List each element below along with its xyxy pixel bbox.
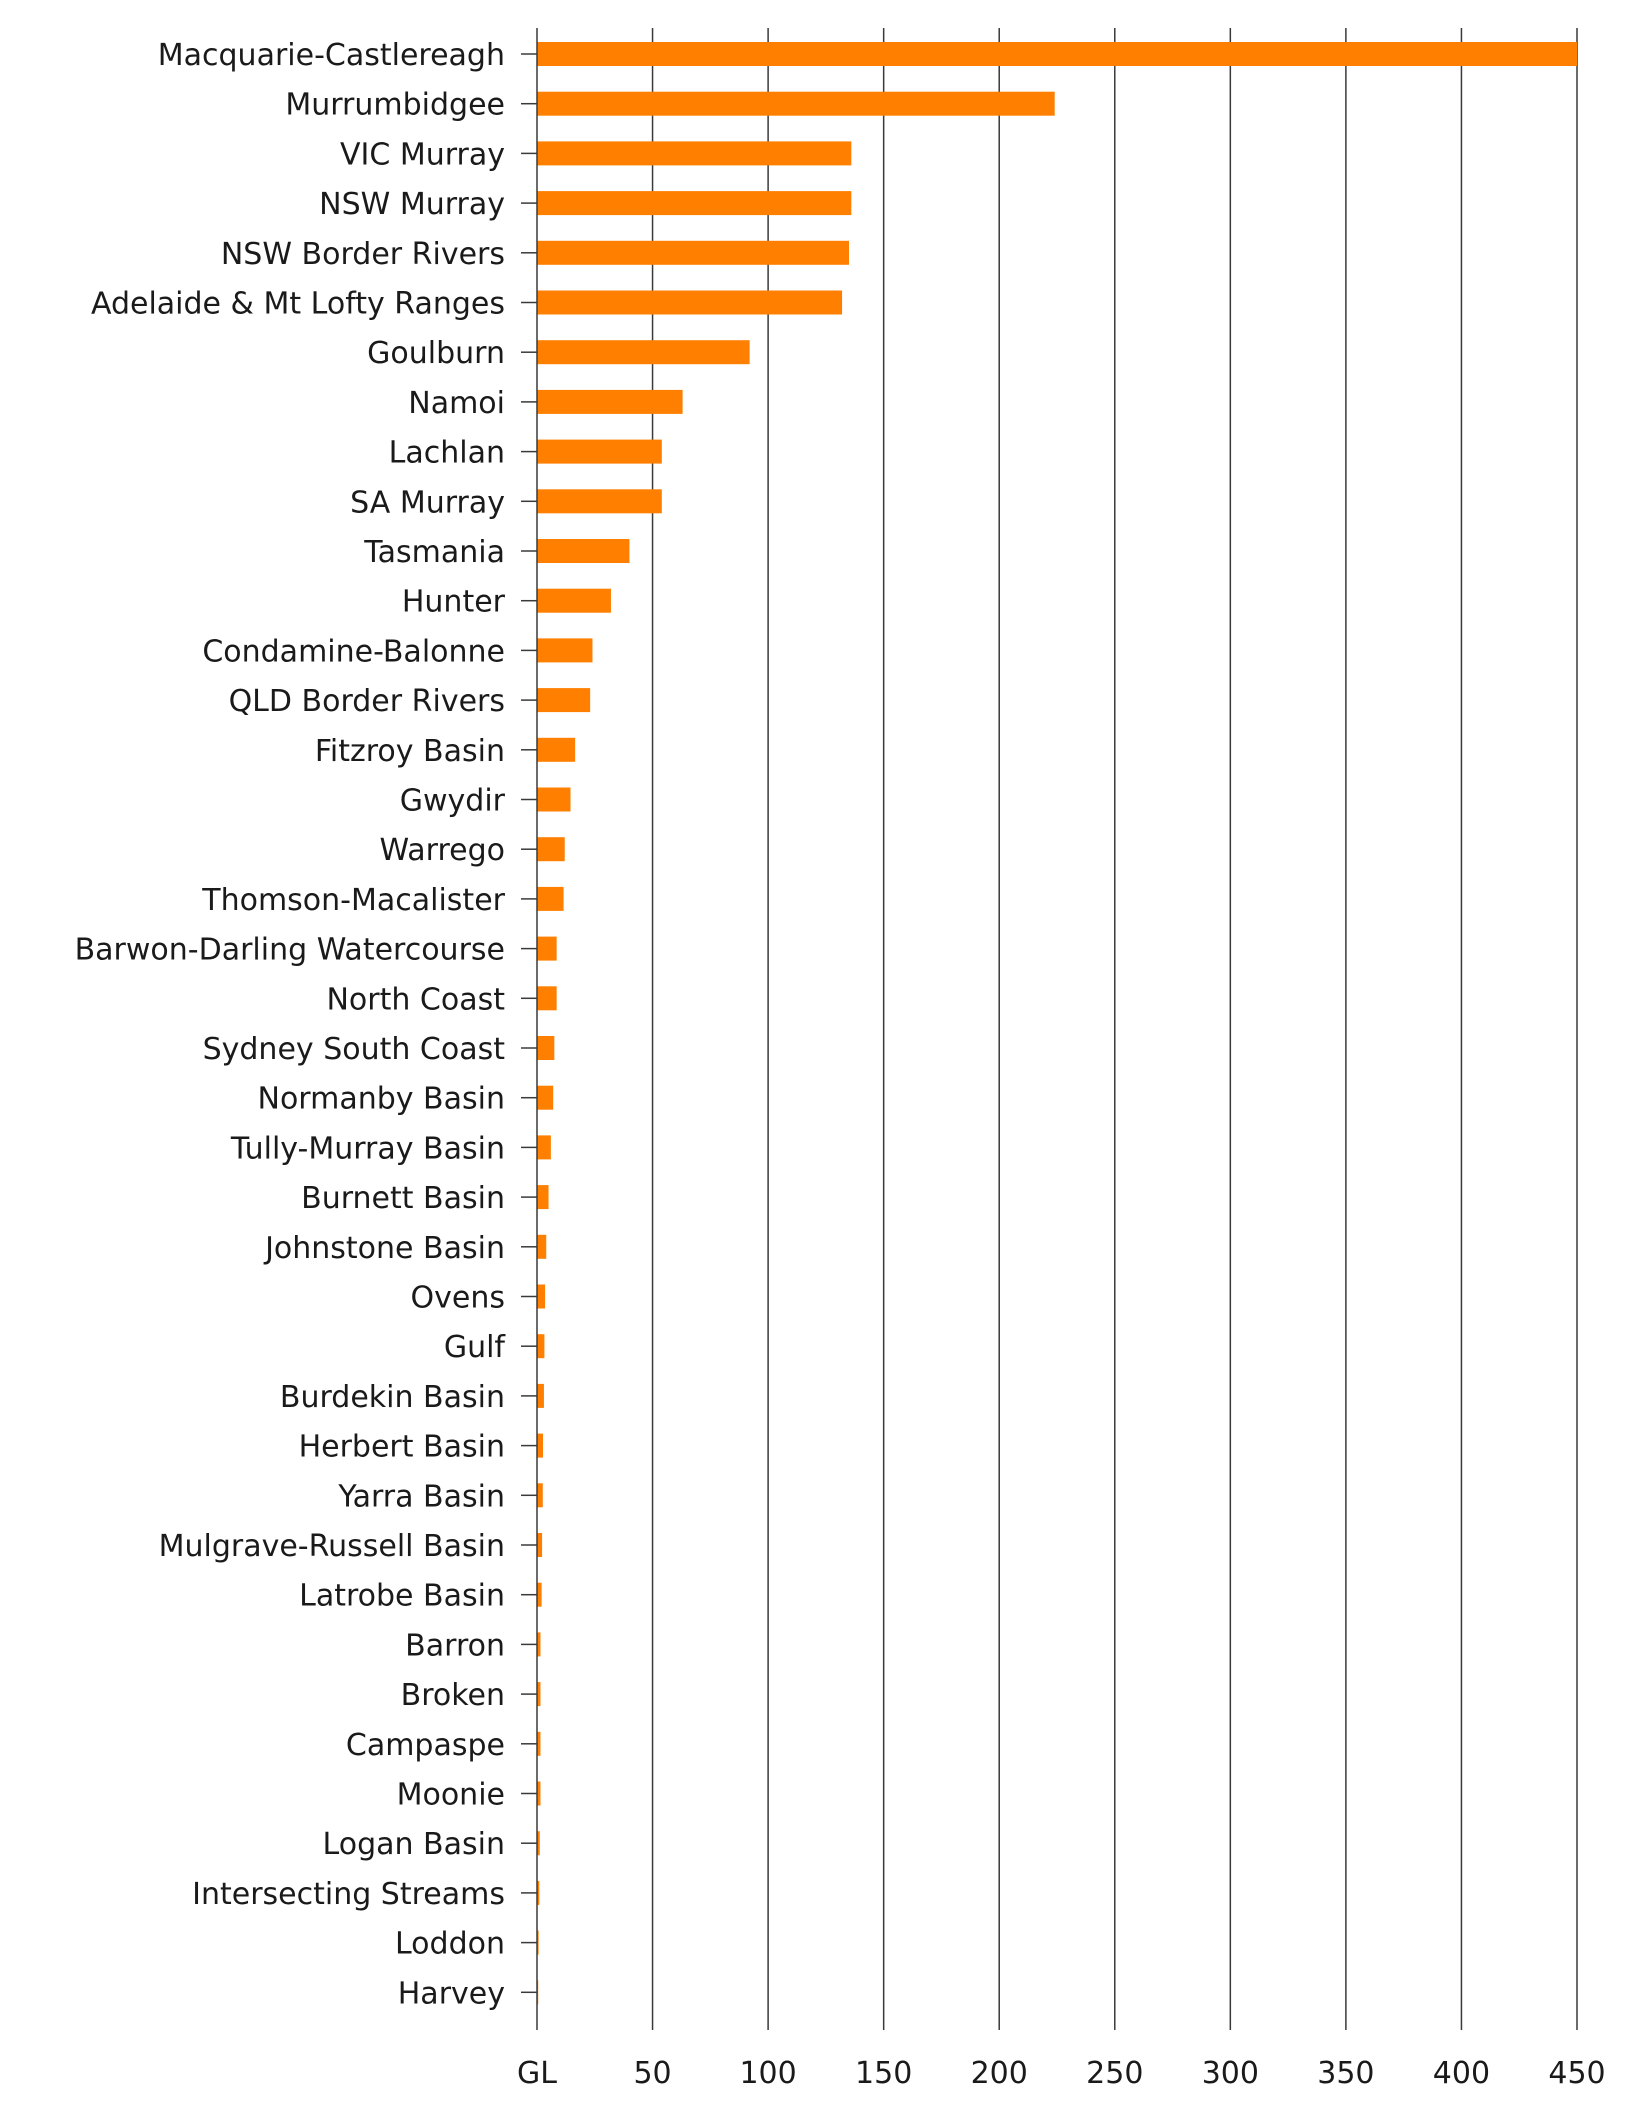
- x-tick-label-450: 450: [1548, 2056, 1605, 2091]
- category-label-gwydir: Gwydir: [400, 784, 506, 819]
- x-tick-label-150: 150: [855, 2056, 912, 2091]
- category-label-qld-border-rivers: QLD Border Rivers: [229, 684, 505, 719]
- bar-qld-border-rivers: [537, 688, 591, 713]
- bar-namoi: [537, 389, 683, 414]
- bar-moonie: [537, 1781, 541, 1806]
- bar-burdekin-basin: [537, 1383, 544, 1408]
- bar-murrumbidgee: [537, 91, 1055, 116]
- bar-ovens: [537, 1284, 546, 1309]
- bar-hunter: [537, 588, 611, 613]
- category-label-campaspe: Campaspe: [346, 1728, 505, 1763]
- bar-adelaide-mt-lofty-ranges: [537, 290, 843, 315]
- x-tick-labels: GL 50 100 150 200 250 300 350 400 450: [517, 2056, 1606, 2091]
- category-label-lachlan: Lachlan: [389, 436, 505, 471]
- bar-tully-murray-basin: [537, 1135, 551, 1160]
- category-label-tully-murray-basin: Tully-Murray Basin: [230, 1131, 505, 1166]
- category-label-sydney-south-coast: Sydney South Coast: [203, 1032, 506, 1067]
- bar-fitzroy-basin: [537, 737, 576, 762]
- category-label-herbert-basin: Herbert Basin: [299, 1430, 505, 1465]
- bar-sa-murray: [537, 489, 662, 514]
- category-label-macquarie-castlereagh: Macquarie-Castlereagh: [158, 38, 505, 73]
- bar-condamine-balonne: [537, 638, 593, 663]
- bar-normanby-basin: [537, 1085, 554, 1110]
- category-label-murrumbidgee: Murrumbidgee: [285, 88, 505, 123]
- category-label-north-coast: North Coast: [326, 982, 505, 1017]
- bar-barwon-darling-watercourse: [537, 936, 557, 961]
- category-label-goulburn: Goulburn: [367, 336, 505, 371]
- x-tick-label-300: 300: [1202, 2056, 1259, 2091]
- category-label-johnstone-basin: Johnstone Basin: [263, 1231, 505, 1266]
- bar-johnstone-basin: [537, 1234, 547, 1259]
- category-label-condamine-balonne: Condamine-Balonne: [202, 634, 505, 669]
- bar-yarra-basin: [537, 1483, 543, 1508]
- bar-sydney-south-coast: [537, 1036, 555, 1060]
- bar-burnett-basin: [537, 1185, 549, 1210]
- category-label-moonie: Moonie: [397, 1778, 505, 1813]
- bar-macquarie-castlereagh: [537, 42, 1577, 66]
- category-label-ovens: Ovens: [411, 1281, 505, 1316]
- category-label-thomson-macalister: Thomson-Macalister: [201, 883, 505, 918]
- bar-goulburn: [537, 340, 750, 365]
- bar-mulgrave-russell-basin: [537, 1533, 543, 1557]
- category-label-yarra-basin: Yarra Basin: [337, 1479, 505, 1514]
- category-label-logan-basin: Logan Basin: [323, 1827, 505, 1862]
- category-label-nsw-border-rivers: NSW Border Rivers: [221, 237, 505, 272]
- x-tick-label-250: 250: [1086, 2056, 1143, 2091]
- category-label-hunter: Hunter: [402, 585, 506, 620]
- bar-gwydir: [537, 787, 571, 812]
- category-label-barron: Barron: [405, 1628, 505, 1663]
- bar-nsw-murray: [537, 191, 852, 216]
- x-tick-label-400: 400: [1433, 2056, 1490, 2091]
- bar-thomson-macalister: [537, 886, 564, 911]
- category-labels: Macquarie-Castlereagh Murrumbidgee VIC Mur…: [75, 38, 507, 2011]
- category-label-adelaide-mt-lofty-ranges: Adelaide & Mt Lofty Ranges: [91, 287, 505, 322]
- gridlines: [651, 28, 1578, 2030]
- bar-herbert-basin: [537, 1433, 544, 1458]
- category-label-vic-murray: VIC Murray: [340, 137, 505, 172]
- category-label-intersecting-streams: Intersecting Streams: [192, 1877, 505, 1912]
- bar-latrobe-basin: [537, 1582, 542, 1607]
- category-label-barwon-darling-watercourse: Barwon-Darling Watercourse: [75, 933, 505, 968]
- category-label-harvey: Harvey: [398, 1976, 505, 2011]
- x-tick-label-50: 50: [633, 2056, 671, 2091]
- x-tick-label-200: 200: [971, 2056, 1028, 2091]
- bar-nsw-border-rivers: [537, 240, 849, 265]
- bar-logan-basin: [537, 1831, 540, 1856]
- category-label-gulf: Gulf: [444, 1330, 507, 1365]
- category-label-sa-murray: SA Murray: [350, 485, 505, 520]
- x-tick-label-100: 100: [739, 2056, 796, 2091]
- category-label-latrobe-basin: Latrobe Basin: [299, 1579, 505, 1614]
- category-label-burdekin-basin: Burdekin Basin: [280, 1380, 505, 1415]
- category-label-broken: Broken: [401, 1678, 505, 1713]
- category-label-warrego: Warrego: [380, 833, 505, 868]
- bar-tasmania: [537, 539, 630, 563]
- bar-warrego: [537, 837, 565, 862]
- bar-intersecting-streams: [537, 1880, 540, 1905]
- category-label-mulgrave-russell-basin: Mulgrave-Russell Basin: [159, 1529, 505, 1564]
- bar-vic-murray: [537, 141, 852, 166]
- bars: [537, 42, 1577, 2005]
- category-label-tasmania: Tasmania: [363, 535, 505, 570]
- bar-lachlan: [537, 439, 662, 464]
- category-label-loddon: Loddon: [395, 1927, 505, 1962]
- category-label-burnett-basin: Burnett Basin: [301, 1181, 505, 1216]
- category-label-fitzroy-basin: Fitzroy Basin: [315, 734, 505, 769]
- bar-north-coast: [537, 986, 557, 1011]
- bar-gulf: [537, 1334, 545, 1359]
- x-tick-label-350: 350: [1317, 2056, 1374, 2091]
- category-label-namoi: Namoi: [408, 386, 505, 421]
- category-label-nsw-murray: NSW Murray: [319, 187, 505, 222]
- axes: [521, 28, 538, 2030]
- bar-barron: [537, 1632, 541, 1657]
- bar-campaspe: [537, 1731, 541, 1756]
- category-label-normanby-basin: Normanby Basin: [258, 1082, 506, 1117]
- bar-loddon: [537, 1930, 539, 1955]
- x-axis-unit-label: GL: [517, 2056, 557, 2091]
- bar-broken: [537, 1682, 541, 1707]
